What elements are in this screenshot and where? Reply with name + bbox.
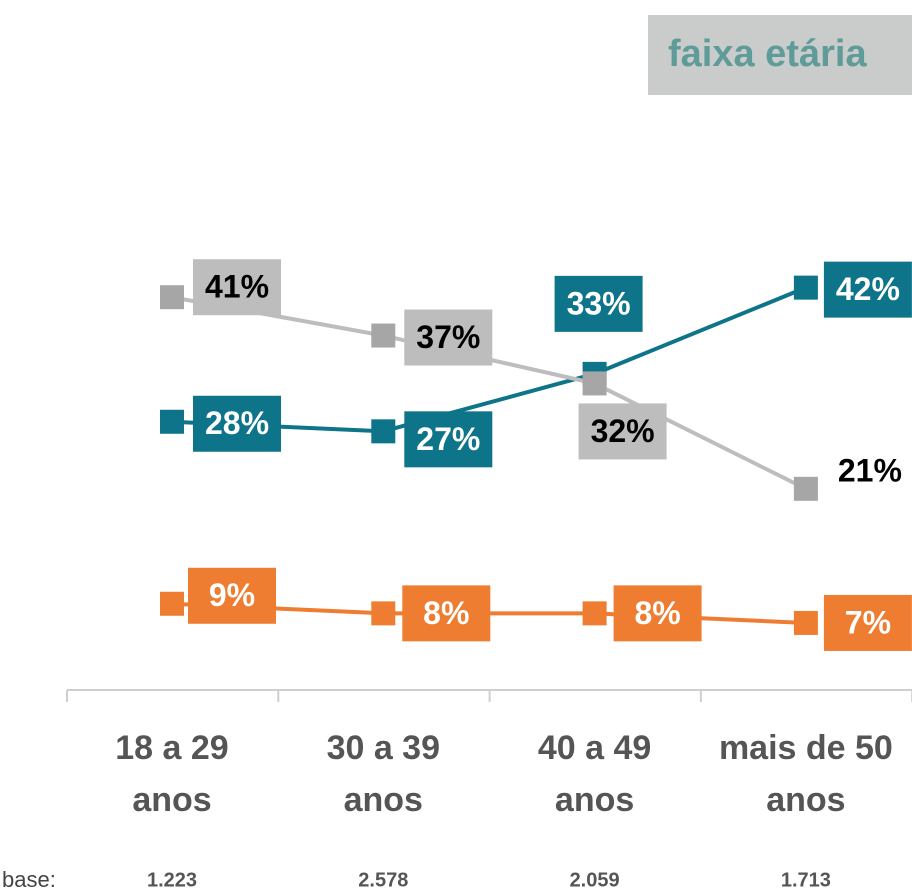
label-box xyxy=(188,567,276,624)
label-box xyxy=(402,585,491,642)
label-box xyxy=(554,275,643,332)
label-box xyxy=(823,594,912,651)
base-value: 1.223 xyxy=(147,869,197,891)
data-label: 41% xyxy=(205,269,269,305)
data-label: 42% xyxy=(836,271,900,307)
marker xyxy=(793,275,818,300)
label-box xyxy=(613,585,702,642)
marker xyxy=(793,476,818,501)
label-box xyxy=(404,411,493,468)
label-box xyxy=(578,403,667,460)
data-label: 7% xyxy=(845,604,891,640)
base-label: base: xyxy=(2,867,56,892)
marker xyxy=(793,610,818,635)
label-box xyxy=(823,261,912,318)
data-label: 28% xyxy=(205,405,269,441)
x-tick-label: anos xyxy=(132,781,211,819)
marker xyxy=(371,601,396,626)
x-tick-label: anos xyxy=(344,781,423,819)
marker xyxy=(582,371,607,396)
title-box xyxy=(648,15,912,95)
x-tick-label: 18 a 29 xyxy=(115,729,228,767)
data-label: 32% xyxy=(591,413,655,449)
data-label: 37% xyxy=(416,319,480,355)
marker xyxy=(160,409,184,434)
base-value: 1.713 xyxy=(781,869,831,891)
label-box xyxy=(193,259,281,316)
x-tick-label: anos xyxy=(766,781,845,819)
marker xyxy=(582,601,607,626)
marker xyxy=(371,419,396,444)
marker xyxy=(160,591,184,616)
x-tick-label: 40 a 49 xyxy=(538,729,651,767)
marker xyxy=(160,285,184,310)
base-value: 2.059 xyxy=(570,869,620,891)
label-box xyxy=(193,395,281,452)
marker xyxy=(371,323,396,348)
data-label: 27% xyxy=(416,421,480,457)
x-tick-label: mais de 50 xyxy=(719,729,893,767)
data-label: 21% xyxy=(838,452,902,488)
data-label: 8% xyxy=(634,595,680,631)
x-tick-label: anos xyxy=(555,781,634,819)
base-value: 2.578 xyxy=(358,869,408,891)
chart-title: faixa etária xyxy=(668,33,867,75)
label-box xyxy=(404,309,493,366)
data-label: 33% xyxy=(567,285,631,321)
data-label: 9% xyxy=(209,577,255,613)
x-tick-label: 30 a 39 xyxy=(327,729,440,767)
data-label: 8% xyxy=(423,595,469,631)
